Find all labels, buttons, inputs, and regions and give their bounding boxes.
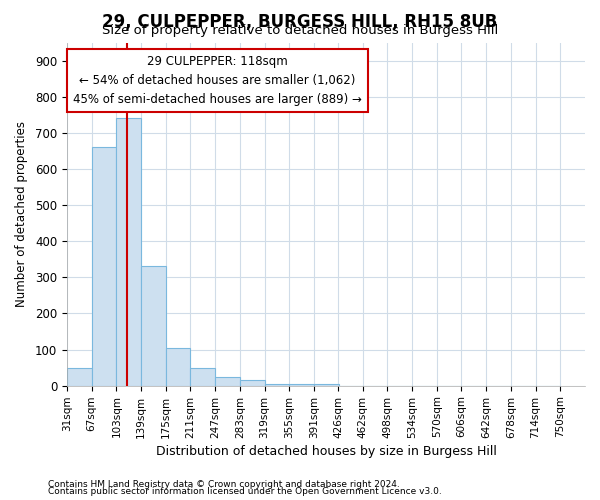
Bar bbox=[116, 118, 141, 386]
X-axis label: Distribution of detached houses by size in Burgess Hill: Distribution of detached houses by size … bbox=[155, 444, 496, 458]
Bar bbox=[190, 368, 215, 386]
Bar bbox=[92, 148, 116, 386]
Bar bbox=[141, 266, 166, 386]
Bar bbox=[289, 384, 314, 386]
Text: Contains public sector information licensed under the Open Government Licence v3: Contains public sector information licen… bbox=[48, 487, 442, 496]
Y-axis label: Number of detached properties: Number of detached properties bbox=[15, 121, 28, 307]
Bar bbox=[314, 384, 338, 386]
Bar bbox=[166, 348, 190, 386]
Bar bbox=[240, 380, 265, 386]
Text: 29 CULPEPPER: 118sqm
← 54% of detached houses are smaller (1,062)
45% of semi-de: 29 CULPEPPER: 118sqm ← 54% of detached h… bbox=[73, 55, 362, 106]
Text: Contains HM Land Registry data © Crown copyright and database right 2024.: Contains HM Land Registry data © Crown c… bbox=[48, 480, 400, 489]
Bar bbox=[215, 376, 240, 386]
Text: Size of property relative to detached houses in Burgess Hill: Size of property relative to detached ho… bbox=[102, 24, 498, 37]
Bar bbox=[265, 384, 289, 386]
Bar bbox=[67, 368, 92, 386]
Text: 29, CULPEPPER, BURGESS HILL, RH15 8UB: 29, CULPEPPER, BURGESS HILL, RH15 8UB bbox=[103, 12, 497, 30]
